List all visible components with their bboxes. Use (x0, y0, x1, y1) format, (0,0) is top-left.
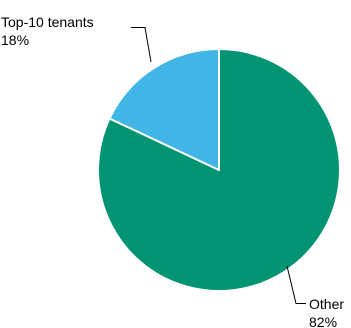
leader-line-top-10-tenants (131, 27, 152, 63)
leader-line-other (286, 265, 306, 304)
pie-slices (97, 48, 342, 292)
slice-pct-top-10-tenants: 18% (1, 32, 29, 48)
slice-label-other: Other (309, 296, 344, 312)
pie-slice-top-10-tenants (108, 48, 220, 171)
slice-label-top-10-tenants: Top-10 tenants (1, 14, 94, 30)
slice-pct-other: 82% (309, 314, 337, 328)
slice-labels: Top-10 tenants 18% Other 82% (1, 14, 344, 328)
